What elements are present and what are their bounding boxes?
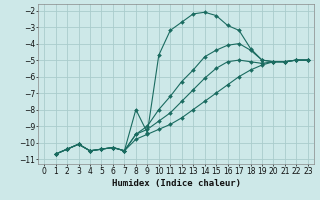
X-axis label: Humidex (Indice chaleur): Humidex (Indice chaleur): [111, 179, 241, 188]
